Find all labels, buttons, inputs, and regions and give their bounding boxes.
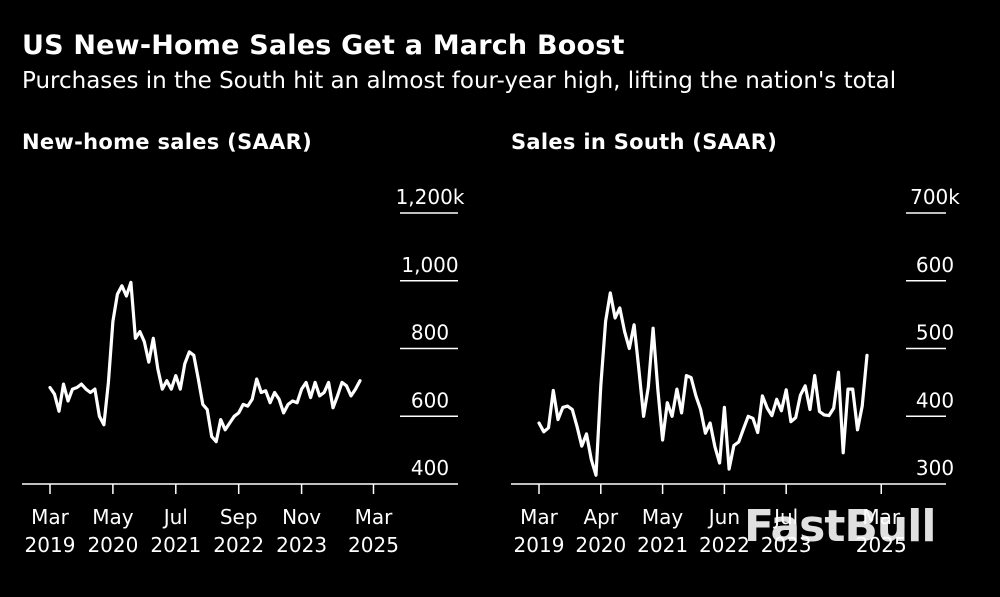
- right-y-tick-label: 400: [916, 388, 954, 412]
- right-x-tick-month: May: [642, 505, 684, 529]
- left-x-tick-year: 2021: [150, 533, 201, 557]
- left-y-tick-label: 800: [411, 321, 449, 345]
- right-x-tick-year: 2020: [575, 533, 626, 557]
- left-y-tick-label: 400: [411, 456, 449, 480]
- left-x-tick-month: Nov: [282, 505, 321, 529]
- right-x-tick-month: Jul: [772, 505, 798, 529]
- right-x-tick-month: Apr: [583, 505, 618, 529]
- left-x-tick-year: 2022: [213, 533, 264, 557]
- left-x-tick-month: May: [92, 505, 134, 529]
- watermark-logo: FastBull: [744, 501, 936, 552]
- left-x-tick-month: Mar: [31, 505, 70, 529]
- left-panel-title: New-home sales (SAAR): [22, 130, 312, 154]
- left-x-tick-month: Mar: [355, 505, 394, 529]
- right-x-tick-month: Mar: [862, 505, 901, 529]
- chart-subtitle: Purchases in the South hit an almost fou…: [22, 68, 897, 94]
- left-x-tick-year: 2020: [87, 533, 138, 557]
- right-x-tick-year: 2023: [761, 533, 812, 557]
- right-x-tick-month: Mar: [520, 505, 559, 529]
- right-y-tick-label: 300: [916, 456, 954, 480]
- right-panel-title: Sales in South (SAAR): [511, 130, 778, 154]
- right-y-tick-label: 500: [916, 321, 954, 345]
- chart-title: US New-Home Sales Get a March Boost: [22, 30, 625, 61]
- right-y-tick-label: 600: [916, 253, 954, 277]
- left-series-line: [48, 280, 362, 444]
- right-x-tick-month: Jun: [707, 505, 740, 529]
- right-x-tick-year: 2025: [856, 533, 907, 557]
- left-x-tick-month: Sep: [220, 505, 258, 529]
- right-x-tick-year: 2021: [637, 533, 688, 557]
- left-x-tick-year: 2019: [25, 533, 76, 557]
- left-x-tick-year: 2025: [348, 533, 399, 557]
- right-series-line: [537, 291, 869, 477]
- right-x-tick-year: 2022: [699, 533, 750, 557]
- right-x-tick-year: 2019: [514, 533, 565, 557]
- right-y-tick-label: 700k: [910, 185, 960, 209]
- left-y-tick-label: 1,000: [401, 253, 458, 277]
- left-x-tick-year: 2023: [276, 533, 327, 557]
- left-y-tick-label: 1,200k: [396, 185, 465, 209]
- left-y-tick-label: 600: [411, 388, 449, 412]
- left-x-tick-month: Jul: [162, 505, 188, 529]
